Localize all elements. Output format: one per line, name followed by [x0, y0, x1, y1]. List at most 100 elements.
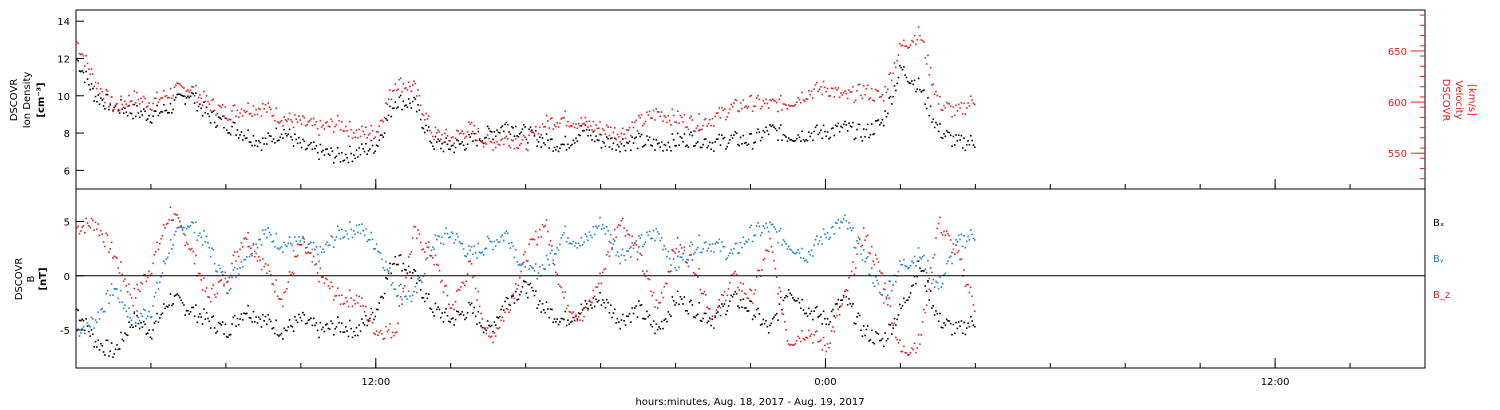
- by-point: [700, 251, 703, 254]
- density-point: [485, 136, 488, 139]
- b-label-line1: DSCOVR: [14, 258, 25, 301]
- by-point: [134, 322, 137, 324]
- bz-point: [171, 219, 173, 222]
- density-point: [201, 114, 204, 117]
- density-point: [209, 122, 212, 124]
- density-point: [389, 105, 391, 108]
- bx-point: [466, 312, 469, 314]
- bx-point: [694, 316, 696, 319]
- bx-point: [120, 331, 122, 334]
- bz-point: [848, 277, 850, 279]
- bx-point: [197, 316, 200, 318]
- velocity-point: [729, 108, 731, 111]
- density-point: [963, 137, 965, 140]
- bx-point: [537, 303, 540, 306]
- velocity-point: [221, 104, 224, 106]
- density-point: [235, 134, 237, 136]
- bx-point: [821, 322, 824, 325]
- by-point: [763, 227, 766, 230]
- density-point: [714, 141, 716, 143]
- bx-point: [609, 304, 612, 306]
- density-point: [575, 137, 577, 140]
- bz-point: [245, 238, 248, 240]
- velocity-point: [326, 121, 328, 123]
- bx-point: [114, 348, 117, 351]
- velocity-point: [552, 128, 555, 130]
- density-point: [445, 137, 447, 139]
- density-point: [425, 124, 427, 127]
- density-point: [122, 112, 125, 114]
- velocity-point: [613, 127, 616, 129]
- bz-point: [167, 222, 169, 225]
- bz-point: [146, 276, 149, 279]
- bx-point: [805, 312, 807, 315]
- density-point: [908, 82, 911, 84]
- bz-point: [272, 283, 275, 286]
- density-point: [648, 136, 651, 139]
- by-point: [630, 256, 632, 258]
- velocity-point: [749, 95, 751, 98]
- bz-point: [595, 286, 597, 288]
- velocity-point: [951, 115, 953, 118]
- density-point: [154, 110, 157, 112]
- density-point: [382, 136, 385, 138]
- density-point: [233, 121, 236, 124]
- bz-point: [528, 243, 530, 246]
- bx-point: [494, 324, 497, 326]
- by-point: [489, 240, 492, 243]
- bx-point: [389, 262, 391, 265]
- by-point: [233, 266, 236, 269]
- by-point: [786, 248, 789, 250]
- density-point: [904, 74, 907, 76]
- velocity-point: [524, 136, 526, 139]
- velocity-point: [825, 90, 828, 93]
- bx-point: [438, 308, 441, 311]
- bx-point: [232, 316, 235, 319]
- density-point: [496, 129, 498, 131]
- bx-point: [935, 310, 937, 312]
- bx-point: [611, 316, 613, 319]
- bz-point: [361, 297, 363, 299]
- density-point: [905, 76, 908, 79]
- velocity-point: [335, 123, 338, 126]
- density-point: [597, 139, 600, 142]
- bx-point: [802, 309, 805, 311]
- velocity-point: [791, 105, 794, 107]
- bz-point: [323, 282, 326, 284]
- by-point: [157, 288, 160, 290]
- bx-point: [646, 310, 648, 313]
- bz-point: [607, 251, 609, 253]
- by-point: [280, 245, 283, 248]
- by-point: [419, 279, 422, 282]
- velocity-point: [299, 119, 302, 121]
- bx-point: [793, 298, 795, 301]
- bx-point: [846, 303, 849, 306]
- bx-point: [303, 314, 306, 316]
- bx-point: [616, 317, 619, 320]
- by-point: [268, 231, 271, 234]
- velocity-point: [659, 115, 662, 118]
- by-point: [187, 225, 189, 228]
- velocity-point: [630, 134, 632, 137]
- by-point: [961, 245, 964, 248]
- bx-point: [236, 317, 239, 320]
- velocity-point: [366, 136, 369, 139]
- by-point: [651, 237, 654, 240]
- by-point: [860, 253, 862, 256]
- by-point: [225, 292, 228, 294]
- velocity-point: [908, 46, 911, 48]
- bz-point: [627, 233, 629, 235]
- bz-point: [923, 308, 925, 311]
- bz-point: [436, 263, 438, 266]
- velocity-point: [529, 130, 532, 133]
- velocity-point: [307, 121, 310, 123]
- density-point: [810, 132, 813, 135]
- bz-point: [185, 241, 188, 244]
- by-point: [220, 271, 223, 274]
- bz-point: [355, 294, 358, 297]
- bx-point: [971, 320, 973, 322]
- bx-point: [571, 320, 573, 323]
- density-point: [842, 123, 845, 126]
- density-point: [593, 140, 596, 143]
- velocity-point: [721, 106, 723, 109]
